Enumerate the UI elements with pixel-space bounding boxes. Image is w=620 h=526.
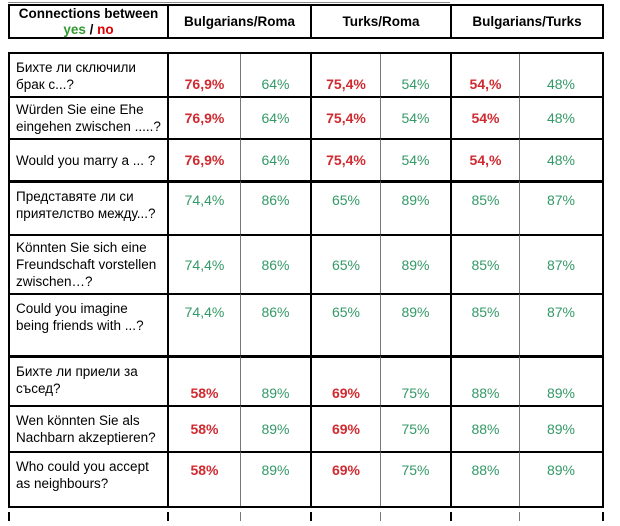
value-cell: 88%	[450, 451, 519, 507]
no-legend-label: no	[97, 21, 114, 37]
value-cell: 75%	[380, 355, 450, 406]
value-cell: 89%	[380, 180, 450, 235]
value-cell: 75,4%	[310, 138, 380, 181]
value-cell: 89%	[240, 355, 310, 406]
question-cell: Бихте ли приели за съсед?	[10, 355, 167, 405]
yes-legend-label: yes	[63, 21, 86, 37]
value-cell: 85%	[450, 234, 519, 294]
header-col-bulgarians-roma: Bulgarians/Roma	[167, 6, 310, 38]
header-col-turks-roma: Turks/Roma	[310, 6, 450, 38]
value-cell: 54,%	[450, 54, 519, 97]
question-cell: Könnten Sie sich eine Freundschaft vorst…	[10, 234, 167, 293]
cropped-cell	[450, 512, 519, 522]
value-cell: 86%	[240, 293, 310, 356]
value-cell: 89%	[240, 451, 310, 507]
value-cell: 86%	[240, 234, 310, 294]
value-cell: 88%	[450, 405, 519, 452]
value-cell: 65%	[310, 293, 380, 356]
value-cell: 76,9%	[167, 96, 240, 139]
value-cell: 85%	[450, 293, 519, 356]
value-cell: 65%	[310, 180, 380, 235]
value-cell: 89%	[380, 234, 450, 294]
table-header: Connections between yes / no Bulgarians/…	[8, 4, 604, 40]
value-cell: 54%	[450, 96, 519, 139]
value-cell: 75%	[380, 405, 450, 452]
cropped-cell	[310, 512, 380, 522]
value-cell: 89%	[519, 405, 602, 452]
value-cell: 69%	[310, 355, 380, 406]
value-cell: 88%	[450, 355, 519, 406]
value-cell: 64%	[240, 138, 310, 181]
header-connections-cell: Connections between yes / no	[10, 6, 167, 37]
value-cell: 48%	[519, 96, 602, 139]
value-cell: 89%	[380, 293, 450, 356]
value-cell: 65%	[310, 234, 380, 294]
value-cell: 69%	[310, 451, 380, 507]
cropped-cell	[10, 512, 167, 521]
value-cell: 58%	[167, 355, 240, 406]
value-cell: 54%	[380, 138, 450, 181]
header-col-bulgarians-turks: Bulgarians/Turks	[450, 6, 602, 38]
value-cell: 74,4%	[167, 234, 240, 294]
question-cell: Представяте ли си приятелство между...?	[10, 180, 167, 234]
value-cell: 64%	[240, 54, 310, 97]
cropped-cell	[240, 512, 310, 522]
question-cell: Бихте ли сключили брак с...?	[16, 60, 136, 93]
value-cell: 87%	[519, 293, 602, 356]
value-cell: 75,4%	[310, 96, 380, 139]
question-cell: Who could you accept as neighbours?	[10, 451, 167, 506]
cropped-row-remnant-top	[8, 2, 450, 3]
value-cell: 69%	[310, 405, 380, 452]
value-cell: 75,4%	[310, 54, 380, 97]
value-cell: 87%	[519, 234, 602, 294]
cropped-cell	[167, 512, 240, 522]
value-cell: 89%	[240, 405, 310, 452]
question-cell: Würden Sie eine Ehe eingehen zwischen ..…	[10, 96, 167, 138]
value-cell: 86%	[240, 180, 310, 235]
value-cell: 58%	[167, 405, 240, 452]
value-cell: 54%	[380, 54, 450, 97]
question-cell: Wen könnten Sie als Nachbarn akzeptieren…	[10, 405, 167, 451]
cropped-cell	[519, 512, 602, 522]
value-cell: 74,4%	[167, 293, 240, 356]
value-cell: 48%	[519, 138, 602, 181]
value-cell: 76,9%	[167, 54, 240, 97]
yes-no-separator: /	[85, 21, 98, 37]
value-cell: 76,9%	[167, 138, 240, 181]
value-cell: 64%	[240, 96, 310, 139]
value-cell: 75%	[380, 451, 450, 507]
value-cell: 89%	[519, 355, 602, 406]
question-cell: Would you marry a ... ?	[10, 138, 167, 180]
cropped-next-row-remnant	[8, 512, 604, 522]
header-title: Connections between	[18, 6, 159, 21]
value-cell: 89%	[519, 451, 602, 507]
question-cell: Could you imagine being friends with ...…	[10, 293, 167, 355]
value-cell: 54%	[380, 96, 450, 139]
value-cell: 85%	[450, 180, 519, 235]
table-body: Бихте ли сключили брак с...? 76,9% 64% 7…	[8, 52, 604, 509]
cropped-cell	[380, 512, 450, 522]
value-cell: 58%	[167, 451, 240, 507]
value-cell: 87%	[519, 180, 602, 235]
header-yes-no-legend: yes / no	[63, 22, 113, 38]
value-cell: 48%	[519, 54, 602, 97]
value-cell: 54,%	[450, 138, 519, 181]
value-cell: 74,4%	[167, 180, 240, 235]
